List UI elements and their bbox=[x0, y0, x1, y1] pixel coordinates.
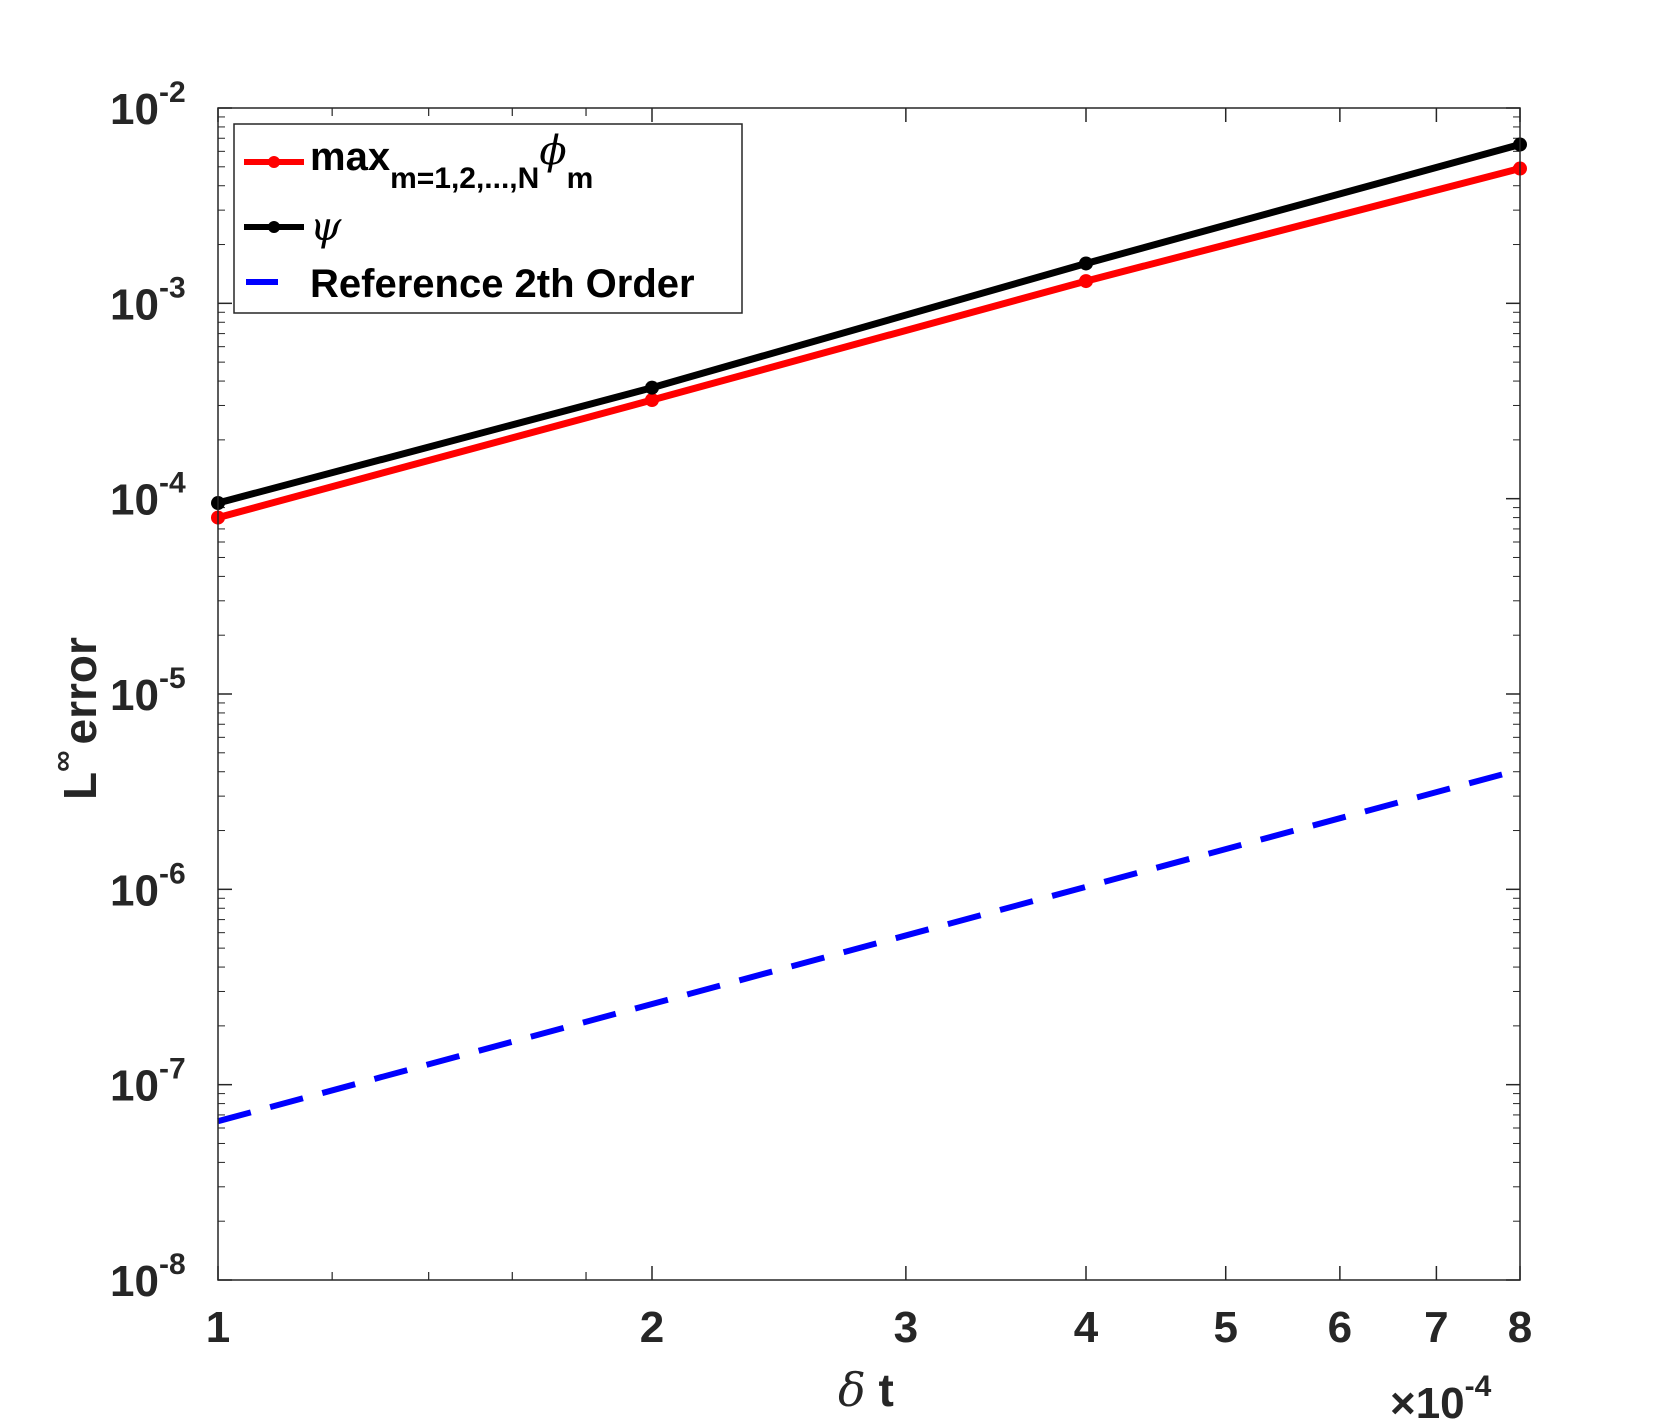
legend-label-max-phi: maxm=1,2,...,Nϕm bbox=[310, 128, 593, 195]
legend-label-max: max bbox=[310, 135, 390, 179]
x-axis-label: δ t bbox=[838, 1363, 894, 1417]
y-tick-label-4: 10-5 bbox=[110, 662, 186, 720]
legend: maxm=1,2,...,Nϕm ψ Reference 2th Order bbox=[233, 123, 743, 314]
legend-label-psi: ψ bbox=[310, 204, 342, 250]
legend-item-max-phi: maxm=1,2,...,Nϕm bbox=[244, 128, 593, 195]
legend-item-psi: ψ bbox=[244, 204, 342, 250]
y-axis-label-sup: ∞ bbox=[46, 751, 79, 772]
y-tick-label-exp-2: -7 bbox=[159, 1053, 186, 1086]
legend-box bbox=[233, 123, 743, 314]
x-tick-label-7: 7 bbox=[1424, 1303, 1448, 1352]
series-layer bbox=[211, 137, 1527, 1125]
y-tick-label-base-2: 10 bbox=[110, 1062, 159, 1111]
x-tick-labels: 1 2 3 4 5 6 7 8 bbox=[206, 1303, 1532, 1352]
y-tick-label-base-4: 10 bbox=[110, 671, 159, 720]
y-axis-label-base: L bbox=[54, 772, 106, 800]
x-multiplier-base: ×10 bbox=[1390, 1379, 1465, 1424]
y-tick-label-1: 10-8 bbox=[110, 1248, 186, 1306]
legend-item-reference: Reference 2th Order bbox=[246, 262, 695, 306]
y-tick-label-base-5: 10 bbox=[110, 476, 159, 525]
x-tick-label-1: 1 bbox=[206, 1303, 230, 1352]
x-axis-label-greek: δ bbox=[838, 1363, 866, 1417]
legend-marker-psi bbox=[268, 221, 280, 233]
y-tick-label-exp-4: -5 bbox=[159, 662, 186, 695]
x-multiplier: ×10-4 bbox=[1390, 1370, 1492, 1424]
x-tick-label-4: 4 bbox=[1074, 1303, 1099, 1352]
x-tick-label-5: 5 bbox=[1213, 1303, 1237, 1352]
series-point-max-phi-3 bbox=[1079, 274, 1093, 289]
y-tick-label-base-7: 10 bbox=[110, 85, 159, 134]
series-point-psi-2 bbox=[645, 380, 659, 395]
plot-frame bbox=[217, 107, 1521, 1281]
y-tick-label-base-1: 10 bbox=[110, 1257, 159, 1306]
legend-label-phi: ϕ bbox=[539, 128, 566, 174]
series-line-psi bbox=[217, 141, 1521, 507]
legend-marker-max-phi bbox=[268, 156, 280, 168]
legend-label-phi-sub: m bbox=[567, 162, 594, 195]
y-tick-label-base-3: 10 bbox=[110, 866, 159, 915]
y-tick-label-6: 10-3 bbox=[110, 271, 186, 329]
legend-label-reference: Reference 2th Order bbox=[310, 262, 695, 306]
y-tick-label-exp-1: -8 bbox=[159, 1248, 186, 1281]
x-tick-label-2: 2 bbox=[640, 1303, 664, 1352]
y-tick-label-base-6: 10 bbox=[110, 280, 159, 329]
x-tick-label-3: 3 bbox=[894, 1303, 918, 1352]
y-tick-label-exp-6: -3 bbox=[159, 271, 186, 304]
x-tick-label-6: 6 bbox=[1328, 1303, 1352, 1352]
y-tick-label-3: 10-6 bbox=[110, 857, 186, 915]
y-tick-label-exp-5: -4 bbox=[159, 467, 186, 500]
y-tick-label-7: 10-2 bbox=[110, 76, 186, 134]
x-axis-label-text: t bbox=[866, 1364, 894, 1416]
legend-label-max-sub: m=1,2,...,N bbox=[390, 162, 539, 195]
y-axis-label-text: error bbox=[54, 637, 106, 744]
series-point-max-phi-2 bbox=[645, 392, 659, 407]
x-tick-label-8: 8 bbox=[1508, 1303, 1532, 1352]
series-line-reference bbox=[217, 766, 1521, 1125]
y-tick-label-5: 10-4 bbox=[110, 467, 186, 525]
series-point-psi-3 bbox=[1079, 256, 1093, 271]
y-tick-label-exp-3: -6 bbox=[159, 857, 186, 890]
y-tick-label-2: 10-7 bbox=[110, 1053, 186, 1111]
y-tick-labels: 10-810-710-610-510-410-310-2 bbox=[110, 76, 186, 1306]
series-line-max-phi bbox=[217, 165, 1521, 521]
x-multiplier-exponent: -4 bbox=[1465, 1370, 1492, 1403]
y-axis-label: L∞ error bbox=[46, 637, 106, 800]
y-tick-label-exp-7: -2 bbox=[159, 76, 186, 109]
